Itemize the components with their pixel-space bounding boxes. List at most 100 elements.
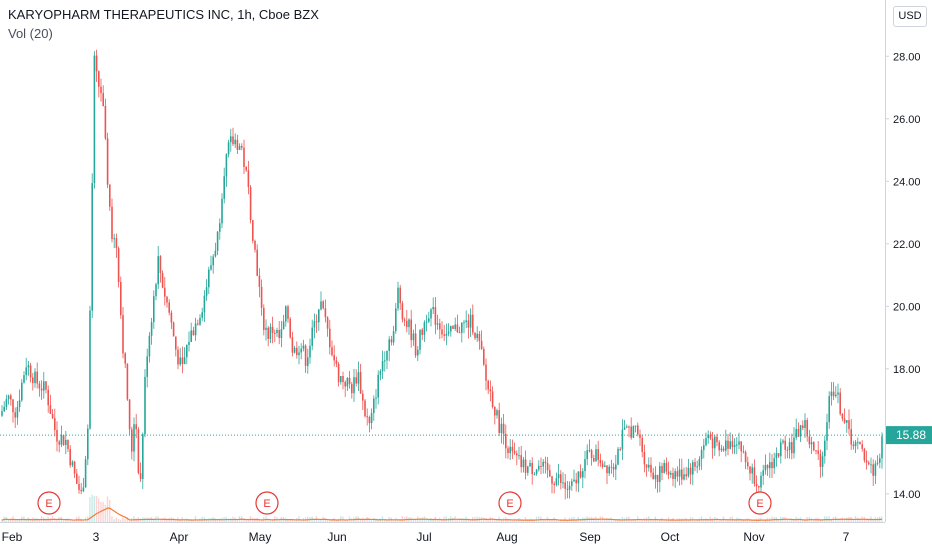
candle-body: [645, 464, 648, 468]
candle-body: [307, 357, 309, 366]
candle-body: [14, 412, 16, 418]
candle-body: [513, 451, 516, 454]
candle-body: [777, 453, 780, 457]
candle-body: [82, 487, 85, 492]
candle-body: [760, 475, 762, 488]
volume-bar: [197, 519, 199, 522]
volume-bar: [269, 519, 271, 522]
candle-body: [663, 463, 665, 473]
y-tick-label: 28.00: [893, 51, 921, 63]
candle-body: [707, 434, 709, 438]
candle-body: [227, 142, 230, 155]
candle-body: [23, 375, 25, 383]
candle-body: [722, 448, 725, 451]
candle-body: [337, 363, 340, 383]
earnings-marker-label: E: [506, 498, 513, 510]
candle-body: [241, 145, 243, 148]
volume-bar: [687, 519, 689, 522]
candle-body: [395, 308, 397, 332]
volume-bar: [161, 518, 164, 522]
earnings-marker[interactable]: [498, 491, 522, 515]
candle-body: [562, 482, 564, 484]
candle-body: [43, 381, 45, 391]
candle-body: [111, 206, 113, 240]
candle-body: [115, 238, 118, 249]
chart-title[interactable]: KARYOPHARM THERAPEUTICS INC, 1h, Cboe BZ…: [8, 7, 319, 22]
candle-body: [630, 426, 632, 438]
volume-indicator-label[interactable]: Vol (20): [8, 26, 53, 41]
candle-body: [384, 360, 386, 362]
candle-body: [566, 488, 569, 490]
candle-body: [258, 275, 261, 287]
candle-body: [403, 319, 406, 321]
y-tick-label: 14.00: [893, 489, 921, 501]
volume-bar: [742, 519, 744, 522]
earnings-marker[interactable]: [255, 491, 279, 515]
candle-body: [626, 426, 628, 428]
candle-body: [524, 459, 527, 473]
volume-bar: [544, 518, 546, 522]
volume-bar: [392, 519, 395, 522]
candle-body: [60, 435, 63, 445]
candle-body: [447, 331, 450, 334]
candle-body: [265, 327, 267, 330]
candle-body: [263, 307, 265, 330]
volume-bar: [166, 519, 168, 522]
candle-body: [29, 365, 32, 378]
candle-body: [604, 465, 606, 468]
earnings-marker[interactable]: [37, 491, 61, 515]
candle-body: [850, 429, 852, 445]
candle-body: [593, 458, 595, 462]
candle-body: [320, 301, 322, 310]
candle-body: [278, 329, 280, 339]
candle-body: [568, 485, 571, 490]
candle-body: [879, 458, 881, 463]
candle-body: [27, 365, 30, 368]
volume-bar: [219, 518, 221, 522]
candle-body: [714, 436, 716, 449]
volume-bar: [335, 519, 337, 522]
volume-bar: [274, 516, 276, 522]
earnings-marker[interactable]: [748, 491, 772, 515]
candle-body: [872, 464, 874, 476]
volume-bar: [650, 518, 652, 522]
candle-body: [7, 395, 10, 400]
candle-body: [106, 138, 109, 185]
candle-body: [166, 296, 168, 303]
candle-body: [146, 356, 148, 377]
volume-bar: [659, 519, 661, 522]
volume-bar: [839, 518, 841, 522]
candle-body: [762, 470, 764, 476]
candle-body: [678, 469, 681, 477]
volume-bar: [562, 519, 564, 522]
candle-body: [824, 440, 826, 457]
volume-bar: [652, 519, 654, 522]
candle-body: [731, 441, 734, 448]
candle-body: [509, 446, 511, 454]
candle-body: [507, 448, 509, 454]
candle-body: [408, 319, 410, 328]
candle-body: [3, 406, 5, 412]
candle-body: [254, 240, 256, 250]
currency-button[interactable]: USD: [893, 6, 927, 27]
candle-body: [487, 380, 489, 390]
candle-body: [417, 349, 419, 356]
volume-bar: [487, 519, 489, 522]
volume-bar: [29, 519, 32, 522]
volume-bar: [612, 519, 615, 522]
candle-body: [245, 167, 247, 171]
candle-body: [439, 323, 441, 330]
candle-body: [423, 322, 426, 335]
volume-bar: [227, 518, 230, 522]
candle-body: [637, 425, 639, 435]
volume-bar: [126, 517, 128, 522]
y-tick-label: 18.00: [893, 364, 921, 376]
volume-bar: [346, 519, 348, 522]
candle-body: [181, 357, 184, 365]
candle-body: [830, 391, 833, 397]
volume-bar: [106, 496, 109, 522]
candle-body: [205, 287, 208, 296]
candle-body: [861, 444, 863, 449]
candle-body: [683, 474, 685, 480]
